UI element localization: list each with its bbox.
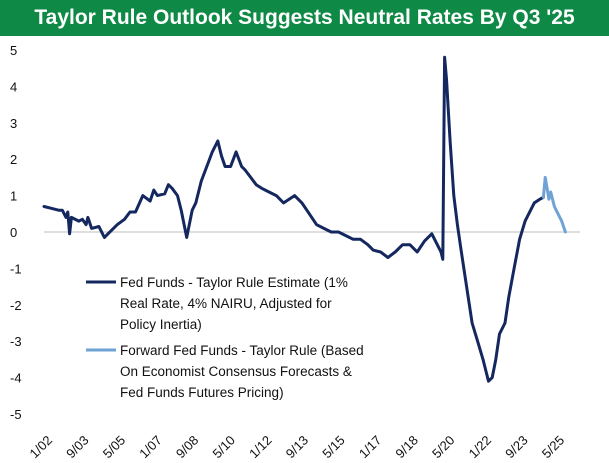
y-tick-label: 3 <box>10 116 17 131</box>
legend: Fed Funds - Taylor Rule Estimate (1% Real… <box>86 275 364 400</box>
series-line-1 <box>42 55 545 383</box>
legend-label-2: On Economist Consensus Forecasts & <box>120 364 352 379</box>
y-axis: 5 4 3 2 1 0 -1 -2 -3 -4 -5 <box>10 43 580 422</box>
x-tick-label: 5/25 <box>539 433 568 462</box>
y-tick-label: 1 <box>10 189 17 204</box>
y-tick-label: -4 <box>10 371 22 386</box>
x-tick-label: 1/17 <box>356 433 385 462</box>
series-layer <box>42 55 567 383</box>
x-tick-label: 9/08 <box>173 433 202 462</box>
x-tick-label: 1/12 <box>246 433 275 462</box>
y-tick-label: 0 <box>10 225 17 240</box>
x-tick-label: 5/20 <box>429 433 458 462</box>
series-line-2 <box>541 175 567 234</box>
y-tick-label: -2 <box>10 298 22 313</box>
chart-title: Taylor Rule Outlook Suggests Neutral Rat… <box>0 0 609 36</box>
legend-label-1: Policy Inertia) <box>120 317 202 332</box>
legend-label-1: Real Rate, 4% NAIRU, Adjusted for <box>120 296 332 311</box>
legend-label-2: Forward Fed Funds - Taylor Rule (Based <box>120 343 364 358</box>
y-tick-label: -5 <box>10 407 22 422</box>
x-tick-label: 1/02 <box>27 433 56 462</box>
x-tick-label: 5/15 <box>319 433 348 462</box>
y-tick-label: 4 <box>10 79 17 94</box>
x-tick-label: 5/05 <box>100 433 129 462</box>
x-tick-label: 5/10 <box>210 433 239 462</box>
legend-label-1: Fed Funds - Taylor Rule Estimate (1% <box>120 275 348 290</box>
y-tick-label: 2 <box>10 152 17 167</box>
x-tick-label: 1/22 <box>466 433 495 462</box>
x-tick-label: 9/13 <box>283 433 312 462</box>
x-tick-label: 9/18 <box>392 433 421 462</box>
chart: 5 4 3 2 1 0 -1 -2 -3 -4 -5 1/02 9/03 5/05 1/07 9/08 5/1… <box>10 43 580 462</box>
x-tick-label: 9/03 <box>63 433 92 462</box>
y-tick-label: -1 <box>10 261 22 276</box>
y-tick-label: -3 <box>10 334 22 349</box>
x-tick-label: 9/23 <box>502 433 531 462</box>
x-tick-label: 1/07 <box>136 433 165 462</box>
y-tick-label: 5 <box>10 43 17 58</box>
legend-label-2: Fed Funds Futures Pricing) <box>120 385 284 400</box>
x-axis: 1/02 9/03 5/05 1/07 9/08 5/10 1/12 9/13 5/15 1/17… <box>27 433 568 462</box>
